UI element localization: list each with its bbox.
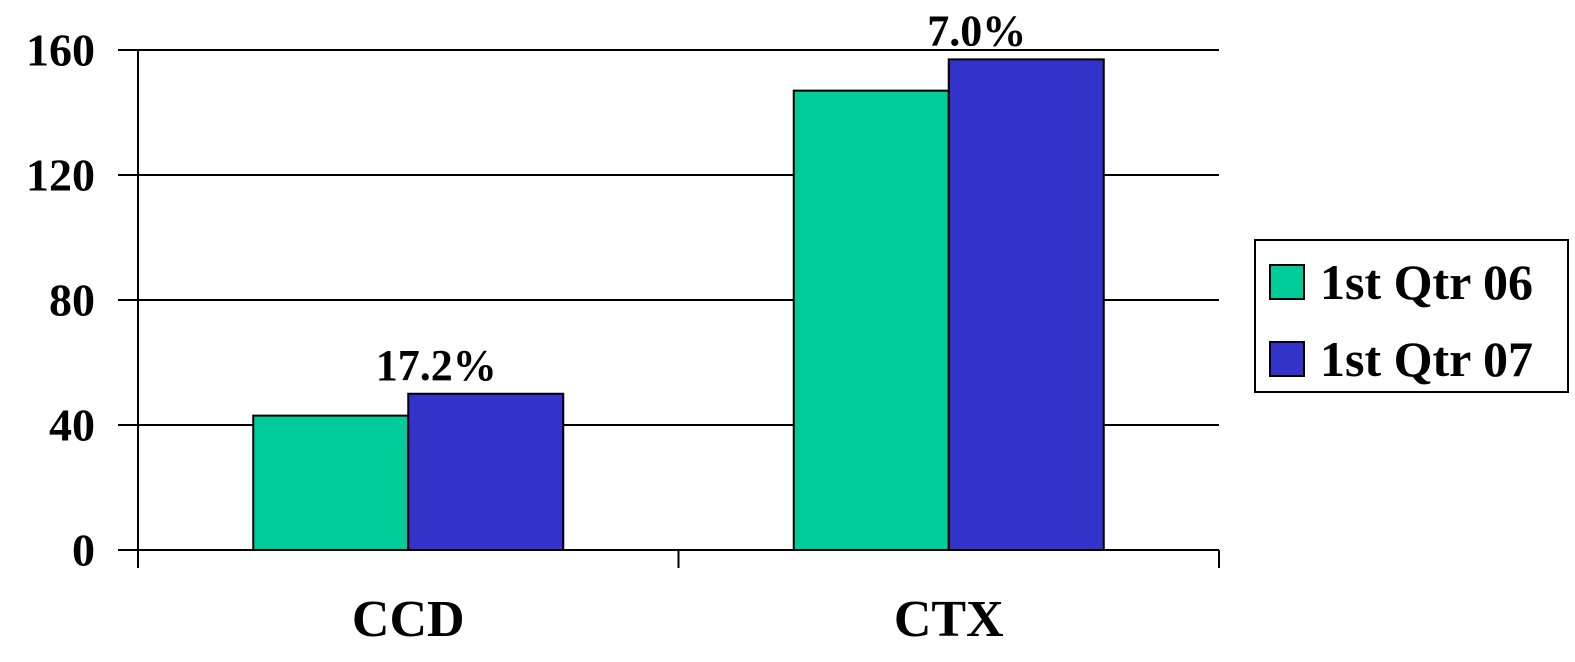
y-tick-label: 0 — [72, 525, 95, 576]
bar-groups — [252, 58, 1105, 551]
y-tick-label: 80 — [49, 275, 95, 326]
x-tick-labels: CCD CTX — [352, 591, 1004, 648]
legend-box — [1254, 239, 1569, 393]
legend-label: 1st Qtr 07 — [1320, 331, 1533, 387]
y-tick-label: 160 — [26, 25, 95, 76]
x-tick-label: CCD — [352, 591, 465, 648]
percent-change-label: 17.2% — [376, 341, 497, 390]
legend-label: 1st Qtr 06 — [1320, 254, 1533, 310]
percent-change-label: 7.0% — [927, 6, 1026, 55]
legend: 1st Qtr 06 1st Qtr 07 — [1254, 239, 1569, 393]
y-tick-label: 120 — [26, 150, 95, 201]
axes — [118, 50, 1220, 568]
bar — [947, 58, 1105, 551]
bar — [792, 89, 950, 551]
legend-swatch — [1269, 341, 1305, 377]
y-tick-label: 40 — [49, 400, 95, 451]
bar — [252, 414, 410, 551]
data-annotations: 17.2% 7.0% — [376, 6, 1027, 389]
x-tick-label: CTX — [894, 591, 1004, 648]
bar — [407, 392, 565, 551]
legend-swatch — [1269, 264, 1305, 300]
y-tick-labels: 0 40 80 120 160 — [26, 25, 95, 576]
